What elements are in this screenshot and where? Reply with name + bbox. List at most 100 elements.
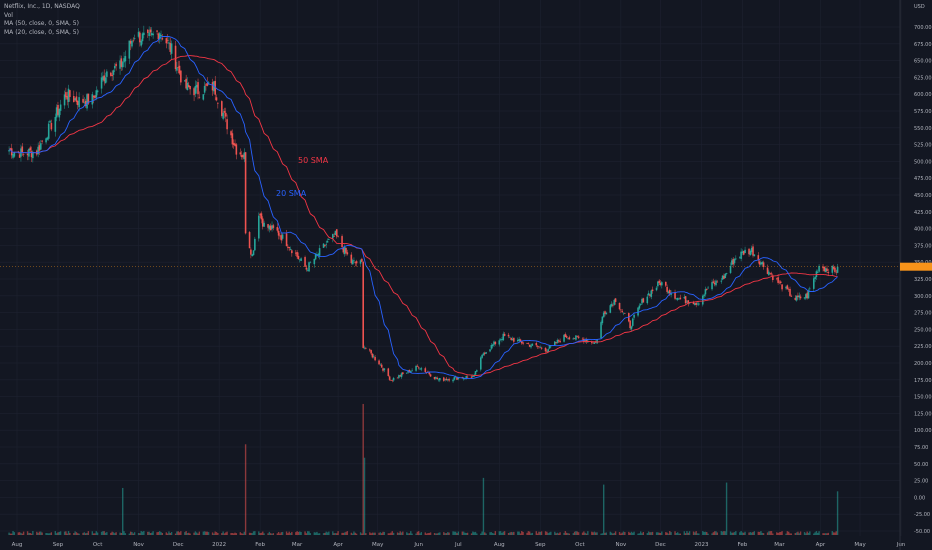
candle-body[interactable] [67,88,70,102]
candle-body[interactable] [724,273,727,279]
candle-body[interactable] [37,146,39,155]
candle-body[interactable] [391,380,394,381]
candle-body[interactable] [498,340,501,345]
candle-body[interactable] [350,254,353,264]
candle-body[interactable] [695,302,697,305]
candle-body[interactable] [408,370,411,373]
candle-body[interactable] [180,70,182,83]
candle-body[interactable] [787,289,790,290]
candle-body[interactable] [351,260,354,265]
candle-body[interactable] [9,148,12,150]
candle-body[interactable] [692,302,695,305]
candle-body[interactable] [206,83,209,86]
candle-body[interactable] [827,272,830,274]
candle-body[interactable] [55,107,58,118]
candle-body[interactable] [576,336,579,337]
candle-body[interactable] [161,38,164,40]
legend-ma20[interactable]: MA (20, close, 0, SMA, 5) [4,28,79,36]
candle-body[interactable] [443,377,445,381]
candle-body[interactable] [96,90,99,93]
candle-body[interactable] [359,260,362,264]
candle-body[interactable] [701,295,704,305]
candle-body[interactable] [601,316,604,324]
candle-body[interactable] [267,224,269,228]
candle-body[interactable] [836,266,839,273]
candle-body[interactable] [165,38,168,44]
candle-body[interactable] [823,267,826,272]
candle-body[interactable] [243,152,246,160]
candle-body[interactable] [113,65,116,69]
candle-body[interactable] [453,377,456,380]
candle-body[interactable] [54,116,57,132]
candle-body[interactable] [280,235,283,241]
candle-body[interactable] [147,29,149,33]
candle-body[interactable] [547,349,549,353]
candle-body[interactable] [8,150,10,152]
candle-body[interactable] [555,342,557,344]
candle-body[interactable] [103,75,106,82]
candle-body[interactable] [618,302,621,310]
candle-body[interactable] [445,378,448,381]
candle-body[interactable] [258,215,260,239]
candle-body[interactable] [406,372,408,374]
candle-body[interactable] [676,297,679,300]
candle-body[interactable] [400,373,403,378]
candle-body[interactable] [740,251,742,259]
candle-body[interactable] [489,349,491,352]
candle-body[interactable] [556,339,559,343]
last-price-badge[interactable] [900,262,932,271]
candle-body[interactable] [189,86,191,90]
candle-body[interactable] [91,94,94,105]
candle-body[interactable] [137,31,140,37]
candle-body[interactable] [112,70,115,75]
candle-body[interactable] [563,334,565,342]
candle-body[interactable] [435,376,437,379]
candle-body[interactable] [279,235,281,237]
candle-body[interactable] [380,364,383,368]
candle-body[interactable] [133,37,136,39]
candle-body[interactable] [742,250,745,255]
candle-body[interactable] [197,82,199,95]
candle-body[interactable] [814,276,816,280]
candle-body[interactable] [235,144,238,155]
candle-body[interactable] [328,239,330,240]
candle-body[interactable] [526,342,528,344]
candle-body[interactable] [83,102,86,104]
candle-body[interactable] [612,305,614,306]
candle-body[interactable] [835,271,838,273]
candle-body[interactable] [707,287,709,289]
candle-body[interactable] [178,65,181,74]
candle-body[interactable] [259,213,261,216]
candle-body[interactable] [254,238,256,251]
candle-body[interactable] [132,40,135,42]
candle-body[interactable] [287,246,289,248]
candle-body[interactable] [32,151,34,159]
candle-body[interactable] [372,356,375,357]
candle-body[interactable] [527,343,530,344]
candle-body[interactable] [725,272,728,274]
candle-body[interactable] [63,94,66,106]
candle-body[interactable] [363,347,366,349]
candle-body[interactable] [26,153,29,156]
candle-body[interactable] [94,95,96,99]
candle-body[interactable] [794,297,797,300]
candle-body[interactable] [769,273,771,274]
candle-body[interactable] [499,339,502,340]
candle-body[interactable] [232,142,235,145]
candle-body[interactable] [777,277,779,283]
candle-body[interactable] [507,334,510,337]
candle-body[interactable] [638,305,641,309]
candle-body[interactable] [824,268,827,273]
candle-body[interactable] [317,254,320,256]
candle-body[interactable] [30,151,33,158]
candle-body[interactable] [538,346,540,348]
candle-body[interactable] [539,347,542,348]
candle-body[interactable] [528,344,531,347]
candle-body[interactable] [354,261,357,263]
legend-vol[interactable]: Vol [4,11,13,19]
candle-body[interactable] [675,298,678,300]
candle-body[interactable] [223,111,226,113]
candle-body[interactable] [480,357,482,370]
candle-body[interactable] [637,307,639,316]
candle-body[interactable] [148,32,150,37]
